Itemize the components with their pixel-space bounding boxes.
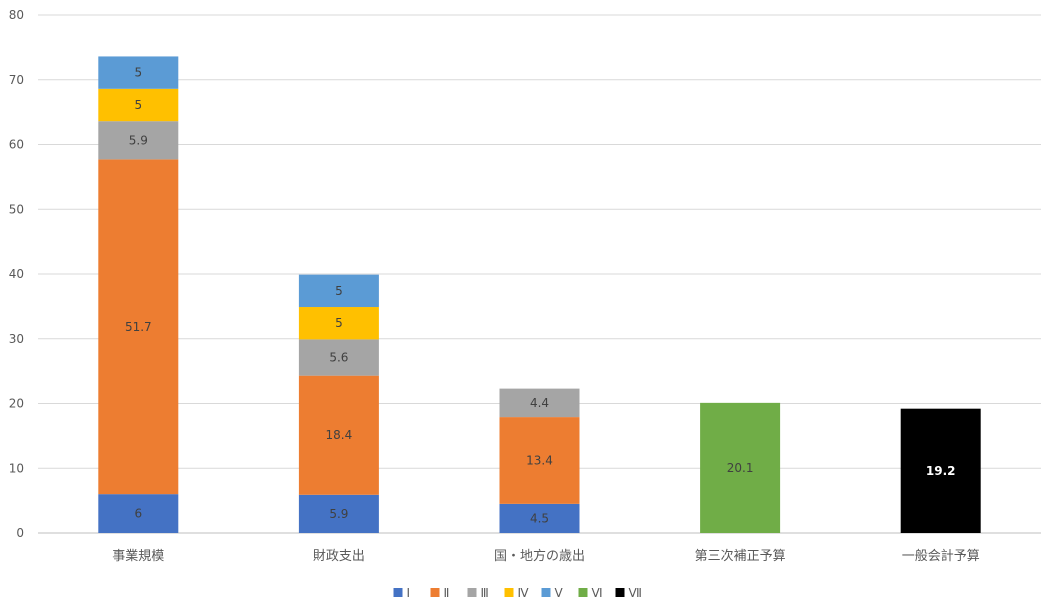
data-label: 20.1 <box>727 461 754 475</box>
y-tick-label: 60 <box>9 138 24 152</box>
x-tick-label: 第三次補正予算 <box>695 548 786 564</box>
legend-label: Ⅵ <box>592 586 603 600</box>
data-label: 18.4 <box>326 428 353 442</box>
bar-segment <box>298 375 379 495</box>
data-label: 5.9 <box>129 133 148 147</box>
y-tick-label: 0 <box>16 526 24 540</box>
bar-segment <box>298 307 379 340</box>
data-labels: 6 51.7 5.9 5 5 5.9 18.4 5.6 5 5 4.5 13.4 4.4 20.1 19.2 <box>125 66 956 526</box>
data-label: 6 <box>134 507 142 521</box>
legend-swatch <box>615 588 625 597</box>
data-label: 51.7 <box>125 320 152 334</box>
bar-segment <box>98 494 179 533</box>
x-axis-tick-labels: 事業規模 財政支出 国・地方の歳出 第三次補正予算 一般会計予算 <box>112 548 979 564</box>
data-label: 5 <box>335 284 343 298</box>
data-label: 4.5 <box>530 511 549 525</box>
bar-segment <box>900 408 981 533</box>
bar-segment <box>298 339 379 376</box>
legend-swatch <box>504 588 514 597</box>
legend-swatch <box>430 588 440 597</box>
bar-segment <box>499 503 580 533</box>
bar-segment <box>298 274 379 308</box>
y-axis-tick-labels: 0 10 20 30 40 50 60 70 80 <box>9 8 24 540</box>
legend-label: Ⅲ <box>481 586 489 600</box>
data-label: 13.4 <box>526 453 553 467</box>
x-tick-label: 事業規模 <box>112 548 164 564</box>
y-tick-label: 20 <box>9 397 24 411</box>
bar-segment <box>98 121 179 160</box>
legend-label: Ⅱ <box>444 586 450 600</box>
bars <box>98 56 981 533</box>
data-label: 5.6 <box>329 351 348 365</box>
bar-segment <box>98 159 179 495</box>
legend-swatch <box>467 588 477 597</box>
bar-segment <box>499 388 580 418</box>
x-tick-label: 財政支出 <box>313 549 365 564</box>
legend-swatch <box>393 588 403 597</box>
data-label: 19.2 <box>926 464 956 478</box>
legend: Ⅰ Ⅱ Ⅲ Ⅳ Ⅴ Ⅵ Ⅶ <box>393 586 642 600</box>
bar-segment <box>700 402 781 533</box>
gridlines <box>38 14 1041 534</box>
legend-label: Ⅳ <box>518 586 529 600</box>
bar-segment <box>499 417 580 504</box>
legend-label: Ⅶ <box>629 586 642 600</box>
bar-segment <box>298 494 379 533</box>
y-tick-label: 30 <box>9 332 24 346</box>
legend-swatch <box>541 588 551 597</box>
x-tick-label: 一般会計予算 <box>902 548 980 564</box>
legend-label: Ⅰ <box>407 586 411 600</box>
y-tick-label: 80 <box>9 8 24 22</box>
y-tick-label: 10 <box>9 461 24 475</box>
data-label: 4.4 <box>530 396 549 410</box>
y-tick-label: 40 <box>9 267 24 281</box>
legend-swatch <box>578 588 588 597</box>
data-label: 5 <box>335 316 343 330</box>
data-label: 5.9 <box>329 507 348 521</box>
bar-segment <box>98 56 179 89</box>
y-tick-label: 50 <box>9 202 24 216</box>
bar-segment <box>98 88 179 122</box>
legend-label: Ⅴ <box>555 586 564 600</box>
x-tick-label: 国・地方の歳出 <box>494 548 585 564</box>
data-label: 5 <box>134 66 142 80</box>
y-tick-label: 70 <box>9 73 24 87</box>
data-label: 5 <box>134 98 142 112</box>
